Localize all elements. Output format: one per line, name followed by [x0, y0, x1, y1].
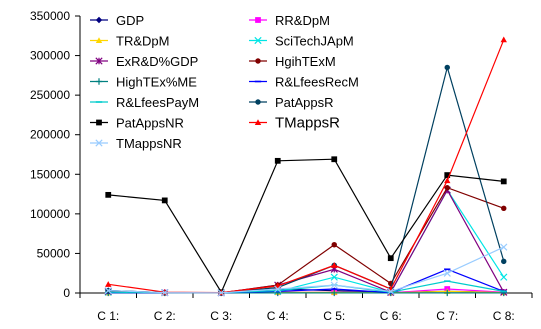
legend-marker — [95, 16, 103, 24]
y-tick-label: 350000 — [30, 9, 70, 23]
data-point — [387, 287, 395, 296]
data-point — [330, 281, 338, 289]
legend-item: SciTechJApM — [249, 34, 354, 49]
y-tick-label: 100000 — [30, 207, 70, 221]
legend-label: RR&DpM — [275, 13, 330, 28]
data-point — [274, 157, 281, 164]
x-tick-label: C 6: — [380, 309, 402, 323]
legend-item: R&LfeesRecM — [249, 75, 359, 90]
data-point — [331, 156, 338, 163]
legend-item: HighTEx%ME — [90, 75, 197, 90]
legend-label: HgihTExM — [275, 54, 336, 69]
legend-item: RR&DpM — [249, 13, 330, 28]
legend-label: PatAppsR — [275, 95, 334, 110]
x-tick-label: C 4: — [267, 309, 289, 323]
series-12 — [104, 243, 508, 297]
data-point — [500, 273, 508, 281]
data-point — [217, 289, 225, 297]
legend-label: R&LfeesRecM — [275, 75, 359, 90]
data-point — [500, 243, 508, 251]
series-line — [108, 246, 505, 294]
legend-label: TR&DpM — [116, 34, 169, 49]
data-point — [331, 242, 337, 248]
x-axis: C 1: C 2: C 3: C 4: C 5: C 6: C 7: C 8: — [79, 292, 533, 323]
legend-marker — [255, 17, 261, 23]
data-point — [501, 205, 507, 212]
series-layer — [104, 36, 508, 297]
data-point — [105, 281, 112, 287]
x-tick-label: C 5: — [323, 309, 345, 323]
legend-label: GDP — [116, 13, 144, 28]
legend-item: PatAppsNR — [90, 116, 184, 131]
legend-item: R&LfeesPayM — [90, 95, 199, 110]
legend-item: HgihTExM — [249, 54, 336, 69]
y-tick-label: 0 — [63, 286, 70, 300]
data-point — [104, 287, 112, 295]
data-point — [444, 185, 450, 191]
legend: GDP RR&DpM TR&DpM SciTechJApM ExR&D%GDP HgihT… — [90, 13, 359, 151]
legend-marker — [96, 119, 102, 126]
legend-marker — [95, 57, 103, 65]
data-point — [274, 285, 282, 293]
data-point — [444, 64, 450, 71]
y-tick-label: 200000 — [30, 128, 70, 142]
x-tick-label: C 8: — [493, 309, 515, 323]
legend-marker — [255, 58, 261, 64]
legend-item: ExR&D%GDP — [90, 54, 198, 69]
y-axis: 0 50000 100000 150000 200000 250000 300000 3500… — [30, 9, 81, 300]
legend-label: SciTechJApM — [275, 34, 354, 49]
y-tick-label: 300000 — [30, 49, 70, 63]
y-tick-label: 150000 — [30, 167, 70, 181]
data-point — [444, 172, 451, 178]
data-point — [105, 191, 112, 198]
x-tick-label: C 1: — [97, 309, 119, 323]
data-point — [331, 262, 338, 268]
data-point — [330, 273, 338, 281]
data-point — [444, 289, 451, 297]
data-point — [501, 258, 507, 265]
y-tick-label: 50000 — [37, 246, 71, 260]
legend-label: R&LfeesPayM — [116, 95, 199, 110]
legend-item: TMappsR — [249, 115, 340, 132]
data-point — [500, 178, 507, 185]
legend-label: TMappsR — [275, 115, 340, 132]
legend-label: TMappsNR — [116, 136, 182, 151]
x-tick-label: C 7: — [436, 309, 458, 323]
legend-marker — [95, 78, 103, 85]
x-tick-label: C 2: — [154, 309, 176, 323]
x-tick-label: C 3: — [210, 309, 232, 323]
legend-marker — [254, 36, 262, 45]
data-point — [331, 289, 338, 297]
legend-item: GDP — [90, 13, 144, 28]
legend-label: ExR&D%GDP — [116, 54, 198, 69]
legend-marker — [254, 119, 262, 126]
y-tick-label: 250000 — [30, 88, 70, 102]
data-point — [161, 288, 169, 297]
legend-marker — [255, 99, 261, 105]
data-point — [443, 269, 451, 277]
legend-marker — [95, 37, 103, 44]
series-line — [108, 158, 504, 294]
data-point — [500, 36, 507, 43]
data-point — [387, 255, 394, 262]
legend-label: PatAppsNR — [116, 116, 184, 131]
legend-item: TR&DpM — [90, 34, 169, 49]
data-point — [161, 197, 168, 204]
data-point — [444, 177, 451, 184]
legend-label: HighTEx%ME — [116, 75, 197, 90]
legend-item: TMappsNR — [90, 136, 182, 151]
legend-item: PatAppsR — [249, 95, 334, 110]
legend-marker — [95, 139, 103, 147]
